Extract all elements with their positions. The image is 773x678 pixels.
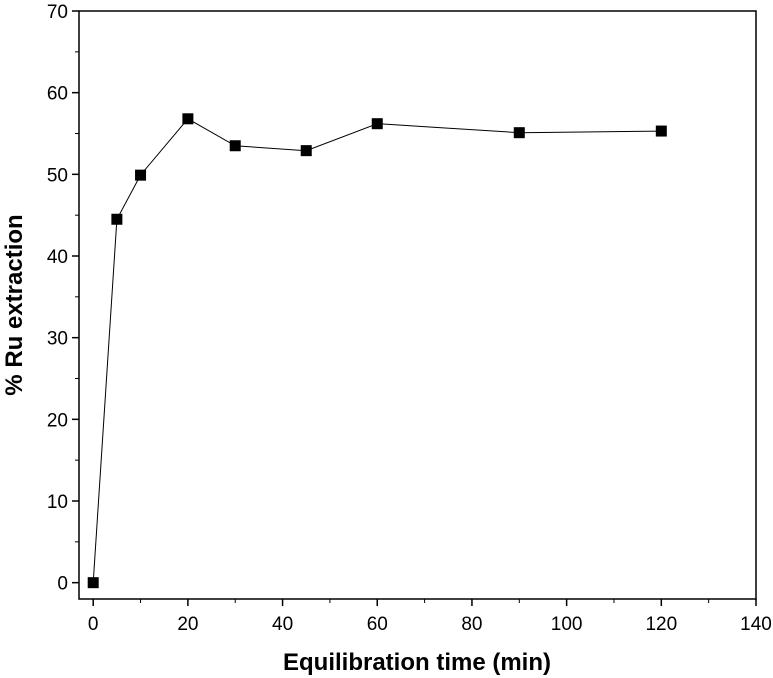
y-tick-label: 10 xyxy=(47,492,68,513)
x-tick-label: 60 xyxy=(367,614,388,635)
plot-frame xyxy=(78,10,757,600)
y-tick-label: 30 xyxy=(47,329,68,350)
y-tick-label: 0 xyxy=(57,574,68,595)
series-markers xyxy=(87,113,667,589)
x-tick-label: 40 xyxy=(272,614,293,635)
data-point-marker xyxy=(135,169,147,181)
data-point-marker xyxy=(371,118,383,130)
y-tick-label: 40 xyxy=(47,247,68,268)
series-line xyxy=(92,118,662,583)
data-point-marker xyxy=(300,145,312,157)
x-tick-label: 80 xyxy=(461,614,482,635)
y-tick-label: 60 xyxy=(47,84,68,105)
y-tick-label: 70 xyxy=(47,2,68,23)
data-point-marker xyxy=(87,577,99,589)
y-axis-ticks: 0 10 20 30 40 50 60 70 xyxy=(47,2,79,595)
x-axis-title: Equilibration time (min) xyxy=(283,649,551,676)
x-tick-label: 140 xyxy=(740,614,772,635)
y-tick-label: 20 xyxy=(47,410,68,431)
x-tick-label: 20 xyxy=(177,614,198,635)
data-point-marker xyxy=(111,213,123,225)
x-tick-label: 120 xyxy=(645,614,677,635)
data-point-marker xyxy=(182,113,194,125)
x-tick-label: 100 xyxy=(551,614,583,635)
x-tick-label: 0 xyxy=(88,614,99,635)
data-point-marker xyxy=(513,127,525,139)
x-axis-ticks: 0 20 40 60 80 100 120 140 xyxy=(88,599,772,635)
y-axis-title: % Ru extraction xyxy=(1,214,28,395)
y-tick-label: 50 xyxy=(47,165,68,186)
data-point-marker xyxy=(655,125,667,137)
data-point-marker xyxy=(229,140,241,152)
